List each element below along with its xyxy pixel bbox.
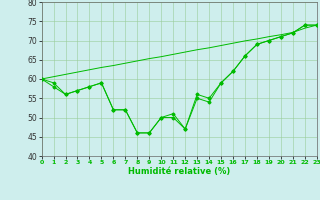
X-axis label: Humidité relative (%): Humidité relative (%) [128,167,230,176]
